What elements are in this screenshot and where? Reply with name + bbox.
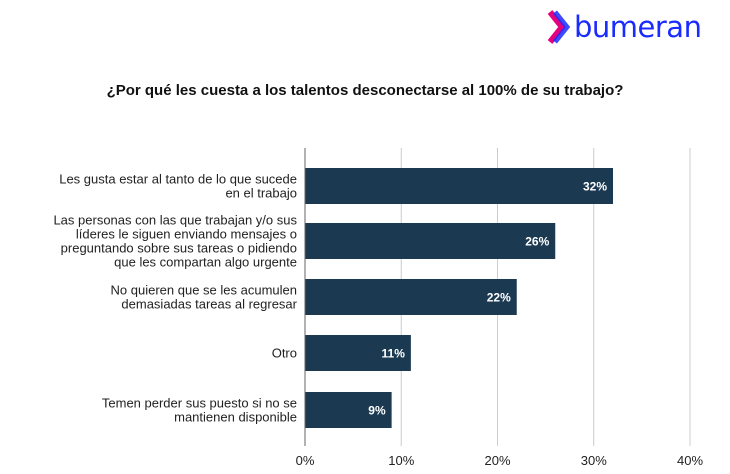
category-label: Las personas con las que trabajan y/o su…	[53, 213, 297, 270]
bar	[305, 279, 517, 315]
x-tick-label: 0%	[296, 453, 315, 468]
x-tick-label: 10%	[388, 453, 414, 468]
bumeran-chevron-icon	[548, 10, 570, 44]
category-label: Otro	[272, 346, 297, 361]
bar	[305, 335, 411, 371]
bar-value-label: 9%	[368, 404, 386, 418]
category-label: Les gusta estar al tanto de lo que suced…	[59, 172, 297, 201]
bar-value-label: 22%	[487, 291, 511, 305]
bar	[305, 223, 556, 259]
bar	[305, 392, 392, 428]
bar-value-label: 32%	[583, 180, 607, 194]
bar	[305, 168, 613, 204]
x-tick-label: 30%	[581, 453, 607, 468]
brand-logo: bumeran	[548, 9, 702, 44]
category-label: Temen perder sus puesto si no se mantiene…	[102, 396, 297, 425]
x-tick-label: 40%	[677, 453, 703, 468]
category-label: No quieren que se les acumulen demasiadas…	[111, 283, 298, 312]
bar-value-label: 11%	[382, 347, 406, 361]
x-tick-label: 20%	[484, 453, 510, 468]
chart-title: ¿Por qué les cuesta a los talentos desco…	[106, 82, 624, 99]
bar-value-label: 26%	[525, 235, 549, 249]
brand-name: bumeran	[574, 9, 702, 44]
